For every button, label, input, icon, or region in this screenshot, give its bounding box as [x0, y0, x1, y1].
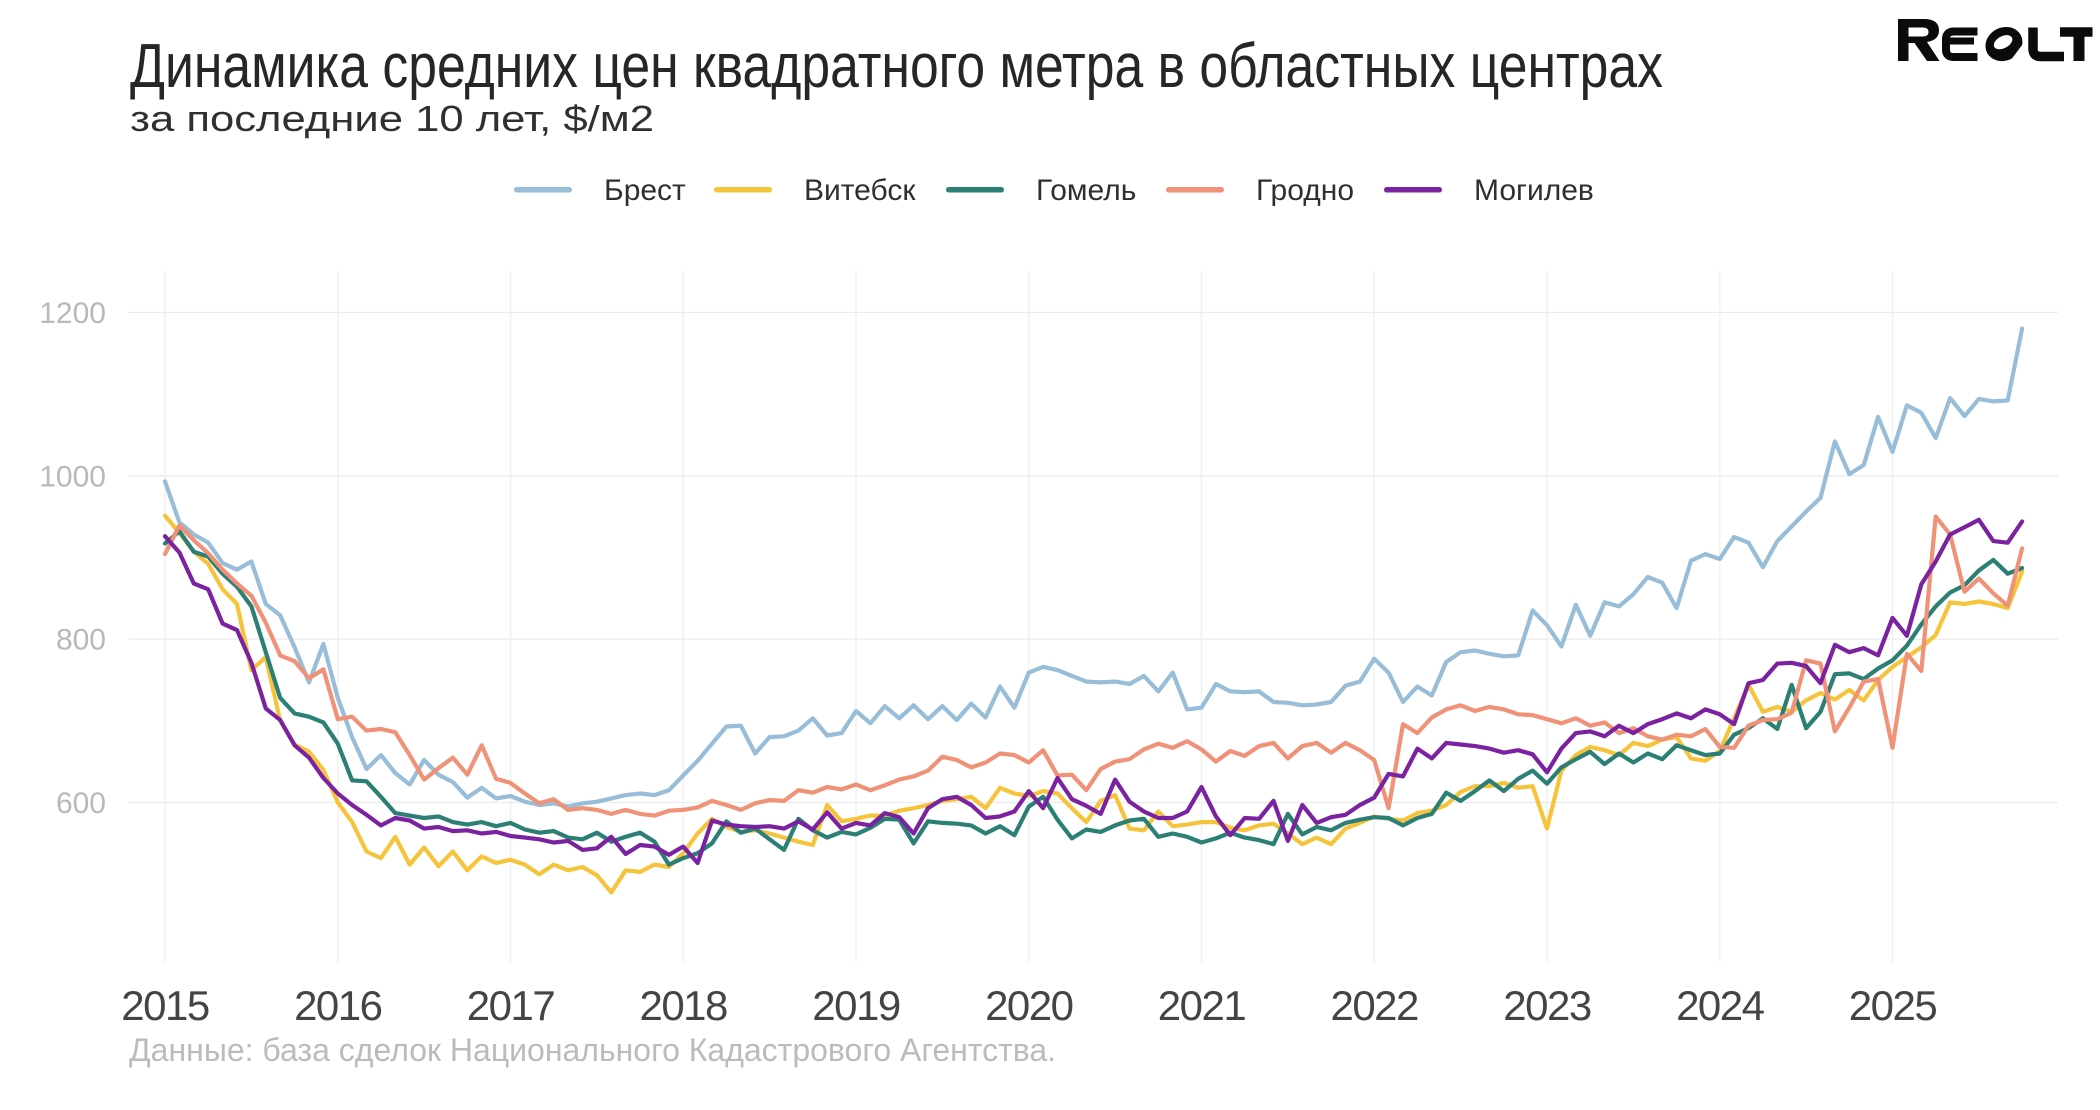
svg-text:2018: 2018 — [639, 982, 727, 1029]
svg-text:Гродно: Гродно — [1256, 174, 1354, 207]
svg-text:2019: 2019 — [812, 982, 900, 1029]
svg-text:Могилев: Могилев — [1474, 174, 1594, 207]
svg-text:1200: 1200 — [39, 297, 106, 330]
svg-text:Данные: база сделок Национальн: Данные: база сделок Национального Кадаст… — [129, 1032, 1056, 1068]
svg-text:1000: 1000 — [39, 460, 106, 493]
svg-text:600: 600 — [56, 787, 106, 820]
svg-text:за последние 10 лет, $/м2: за последние 10 лет, $/м2 — [130, 98, 654, 139]
svg-text:2022: 2022 — [1330, 982, 1418, 1029]
svg-text:Динамика средних цен квадратно: Динамика средних цен квадратного метра в… — [130, 32, 1663, 101]
svg-text:2025: 2025 — [1849, 982, 1937, 1029]
svg-text:2021: 2021 — [1158, 982, 1246, 1029]
svg-text:Гомель: Гомель — [1036, 174, 1136, 207]
svg-text:2017: 2017 — [467, 982, 555, 1029]
svg-text:2016: 2016 — [294, 982, 382, 1029]
svg-text:2015: 2015 — [121, 982, 209, 1029]
svg-text:Брест: Брест — [604, 174, 686, 207]
svg-text:800: 800 — [56, 624, 106, 657]
svg-text:2024: 2024 — [1676, 982, 1765, 1029]
svg-text:Витебск: Витебск — [804, 174, 916, 207]
svg-text:2020: 2020 — [985, 982, 1073, 1029]
svg-text:2023: 2023 — [1503, 982, 1591, 1029]
